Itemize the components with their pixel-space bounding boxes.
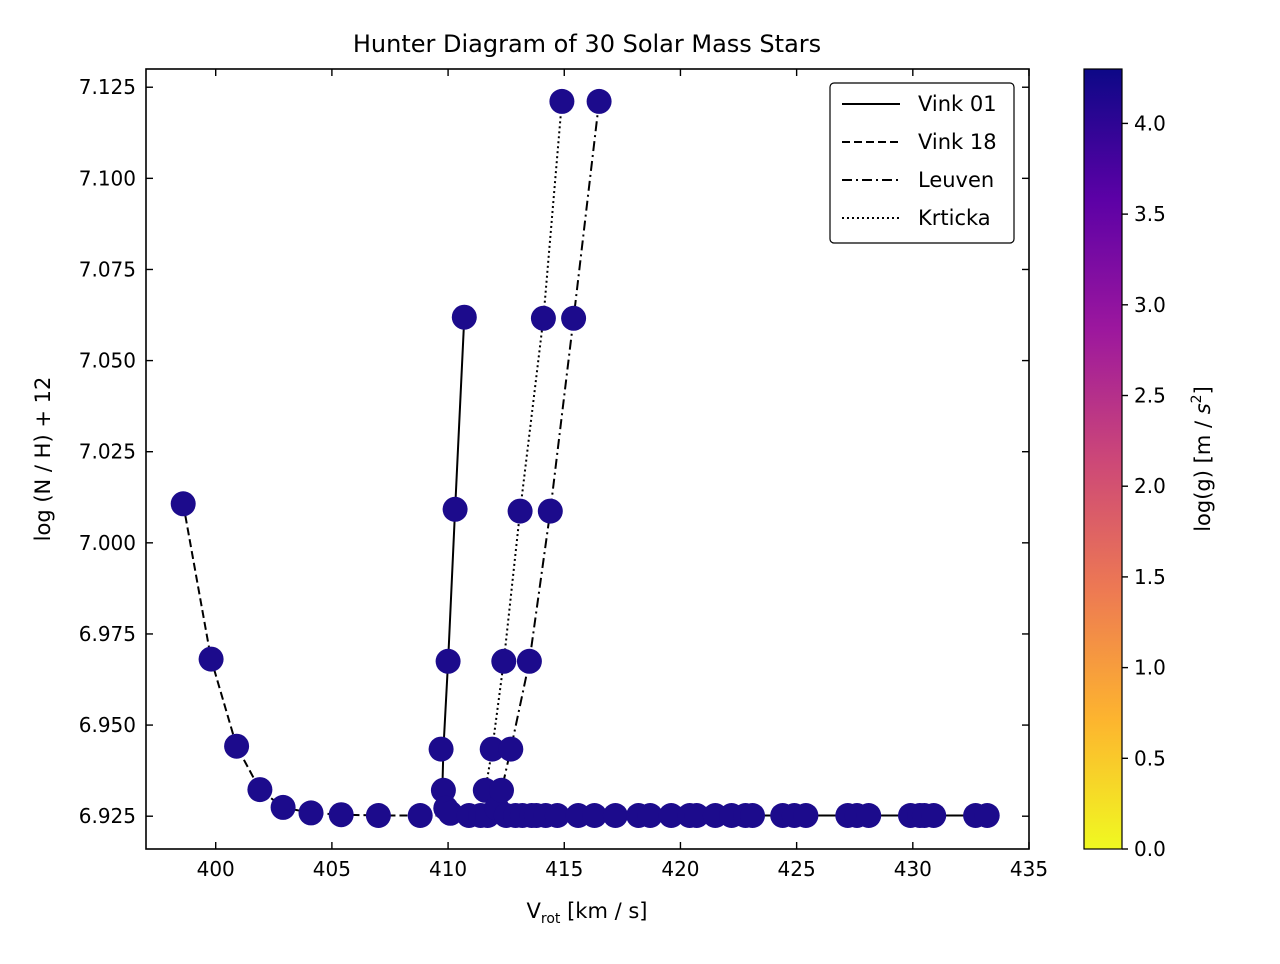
y-tick-label: 7.025 [79, 440, 136, 464]
plot-frame [145, 68, 1030, 850]
colorbar-tick-label: 3.0 [1134, 293, 1166, 317]
data-point [856, 803, 882, 828]
y-tick-label: 7.125 [79, 75, 136, 99]
data-point [637, 803, 663, 828]
x-axis-ticks: 400 405 410 415 420 425 430 435 [197, 69, 1048, 881]
legend-label: Krticka [918, 206, 991, 230]
y-tick-label: 7.050 [79, 349, 136, 373]
data-point [270, 794, 296, 820]
colorbar-tick-label: 0.0 [1134, 837, 1166, 861]
x-tick-label: 415 [545, 857, 583, 881]
colorbar-tick-label: 3.5 [1134, 202, 1166, 226]
colorbar-label-unit: s [1191, 403, 1215, 414]
data-point [407, 803, 433, 828]
data-point [489, 777, 514, 803]
data-point [435, 648, 461, 674]
data-point [170, 491, 196, 517]
data-point [365, 803, 391, 828]
colorbar-ticks: 0.0 0.5 1.0 1.5 2.0 2.5 3.0 3.5 4.0 [1122, 111, 1166, 861]
colorbar-tick-label: 0.5 [1134, 746, 1166, 770]
colorbar-tick-label: 2.5 [1134, 384, 1166, 408]
y-axis-ticks: 6.925 6.950 6.975 7.000 7.025 7.050 7.075 7.100… [79, 75, 1029, 828]
legend-frame [829, 82, 1015, 244]
data-point [498, 736, 524, 762]
x-tick-label: 435 [1010, 857, 1048, 881]
legend: Vink 01 Vink 18 Leuven Krticka [829, 82, 1015, 244]
y-tick-label: 7.075 [79, 257, 136, 281]
data-point [198, 646, 224, 672]
data-point [658, 803, 684, 828]
data-point [549, 88, 575, 114]
x-tick-label: 400 [197, 857, 235, 881]
data-point [586, 88, 612, 114]
data-point [507, 498, 533, 524]
colorbar-label: log(g) [m / s2] [1189, 386, 1215, 532]
colorbar-label-main: log(g) [m / [1191, 414, 1215, 531]
legend-label: Vink 01 [918, 92, 997, 116]
colorbar-label-end: ] [1191, 386, 1215, 394]
x-axis-label-unit: [km / s] [560, 899, 647, 923]
data-point [974, 803, 1000, 828]
data-point [793, 803, 819, 828]
data-point [537, 498, 563, 524]
x-axis-label-subscript: rot [541, 911, 561, 927]
x-axis-label-main: V [527, 899, 542, 923]
x-tick-label: 425 [778, 857, 816, 881]
data-point [582, 803, 607, 828]
data-point [530, 305, 556, 331]
data-point [740, 803, 765, 828]
data-point [328, 802, 354, 828]
x-tick-label: 410 [429, 857, 467, 881]
data-point [451, 304, 477, 330]
data-point [437, 800, 463, 826]
data-points [170, 88, 1000, 828]
y-tick-label: 6.975 [79, 622, 136, 646]
series-line [484, 101, 563, 817]
colorbar-tick-label: 4.0 [1134, 111, 1166, 135]
y-tick-label: 6.925 [79, 804, 136, 828]
data-point [247, 777, 273, 803]
colorbar-tick-label: 1.5 [1134, 565, 1166, 589]
data-point [602, 803, 628, 828]
x-tick-label: 430 [894, 857, 932, 881]
chart-title: Hunter Diagram of 30 Solar Mass Stars [353, 30, 821, 58]
y-tick-label: 6.950 [79, 713, 136, 737]
legend-label: Leuven [918, 168, 994, 192]
data-point [491, 648, 517, 674]
data-point [921, 803, 947, 828]
data-point [684, 803, 710, 828]
colorbar-label-exponent: 2 [1189, 394, 1205, 403]
data-point [544, 803, 570, 828]
x-tick-label: 420 [661, 857, 699, 881]
x-axis-label: Vrot [km / s] [527, 899, 648, 927]
data-point [442, 496, 468, 522]
series-line [441, 317, 990, 817]
x-tick-label: 405 [313, 857, 351, 881]
data-point [224, 733, 250, 759]
data-point [561, 305, 587, 331]
colorbar-tick-label: 1.0 [1134, 656, 1166, 680]
y-tick-label: 7.100 [79, 166, 136, 190]
data-point [479, 736, 505, 762]
colorbar [1083, 68, 1123, 850]
legend-label: Vink 18 [918, 130, 997, 154]
colorbar-tick-label: 2.0 [1134, 474, 1166, 498]
data-point [428, 736, 454, 762]
data-point [298, 800, 324, 826]
data-point [516, 648, 542, 674]
y-tick-label: 7.000 [79, 531, 136, 555]
y-axis-label: log (N / H) + 12 [31, 377, 55, 542]
